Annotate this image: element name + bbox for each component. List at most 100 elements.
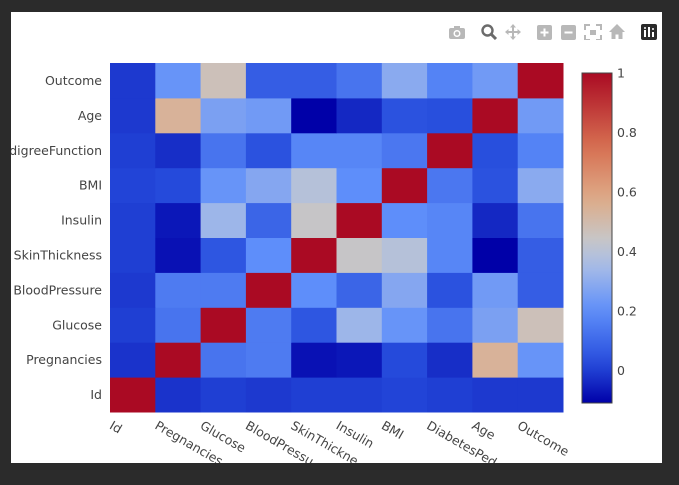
heatmap-cell-BloodPressure-BMI[interactable] (381, 272, 428, 308)
heatmap-cell-Outcome-BMI[interactable] (381, 63, 428, 99)
camera-icon[interactable] (449, 26, 465, 39)
heatmap-cell-Insulin-Insulin[interactable] (336, 202, 383, 238)
heatmap-cell-Insulin-DiabetesPedigreeFunction[interactable] (427, 202, 473, 238)
zoom-icon[interactable] (481, 24, 498, 40)
heatmap-cell-Id-BloodPressure[interactable] (245, 377, 292, 413)
heatmap-cell-Pregnancies-Id[interactable] (110, 342, 156, 378)
heatmap-cell-Insulin-SkinThickness[interactable] (291, 202, 337, 238)
heatmap-cell-Id-SkinThickness[interactable] (291, 377, 337, 413)
heatmap-cell-Pregnancies-Insulin[interactable] (336, 342, 383, 378)
heatmap-cell-Pregnancies-Pregnancies[interactable] (155, 342, 202, 378)
heatmap-cell-Age-BloodPressure[interactable] (245, 97, 292, 134)
heatmap-cell-SkinThickness-BloodPressure[interactable] (245, 237, 292, 273)
heatmap-cell-Age-Age[interactable] (472, 97, 519, 134)
heatmap-cell-Insulin-Outcome[interactable] (517, 202, 564, 238)
heatmap-cell-Age-Id[interactable] (110, 97, 156, 134)
heatmap-cell-Insulin-Glucose[interactable] (200, 202, 247, 238)
heatmap-cell-Outcome-Outcome[interactable] (517, 63, 564, 99)
heatmap-cell-Outcome-Age[interactable] (472, 63, 519, 99)
heatmap-cell-DiabetesPedigreeFunction-Glucose[interactable] (200, 132, 247, 169)
heatmap-cell-DiabetesPedigreeFunction-Pregnancies[interactable] (155, 132, 202, 169)
heatmap-cell-SkinThickness-Insulin[interactable] (336, 237, 383, 273)
heatmap-cell-Id-Pregnancies[interactable] (155, 377, 202, 413)
heatmap-cell-BMI-SkinThickness[interactable] (291, 167, 337, 204)
heatmap-cell-Glucose-Age[interactable] (472, 307, 519, 343)
heatmap-cell-SkinThickness-Age[interactable] (472, 237, 519, 273)
heatmap-cell-DiabetesPedigreeFunction-DiabetesPedigreeFunction[interactable] (427, 132, 473, 169)
heatmap-cell-Insulin-BloodPressure[interactable] (245, 202, 292, 238)
heatmap-cell-Outcome-Insulin[interactable] (336, 63, 383, 99)
heatmap-cell-Glucose-Pregnancies[interactable] (155, 307, 202, 343)
heatmap-cell-Pregnancies-DiabetesPedigreeFunction[interactable] (427, 342, 473, 378)
heatmap-cell-BloodPressure-Pregnancies[interactable] (155, 272, 202, 308)
heatmap-cell-Insulin-Id[interactable] (110, 202, 156, 238)
pan-icon[interactable] (505, 24, 521, 40)
heatmap-cell-Insulin-BMI[interactable] (381, 202, 428, 238)
heatmap-cell-Insulin-Pregnancies[interactable] (155, 202, 202, 238)
heatmap-cell-Glucose-BMI[interactable] (381, 307, 428, 343)
heatmap-cell-Glucose-Outcome[interactable] (517, 307, 564, 343)
zoom-out-icon[interactable] (561, 25, 576, 40)
heatmap-cell-BloodPressure-Id[interactable] (110, 272, 156, 308)
autoscale-icon[interactable] (584, 24, 602, 40)
heatmap-cell-DiabetesPedigreeFunction-BMI[interactable] (381, 132, 428, 169)
heatmap-cell-Glucose-BloodPressure[interactable] (245, 307, 292, 343)
heatmap-cell-SkinThickness-Glucose[interactable] (200, 237, 247, 273)
heatmap-cell-SkinThickness-SkinThickness[interactable] (291, 237, 337, 273)
heatmap-cell-SkinThickness-BMI[interactable] (381, 237, 428, 273)
heatmap-cell-Pregnancies-Outcome[interactable] (517, 342, 564, 378)
heatmap-cell-Outcome-DiabetesPedigreeFunction[interactable] (427, 63, 473, 99)
zoom-in-icon[interactable] (537, 25, 552, 40)
heatmap-cell-Id-Age[interactable] (472, 377, 519, 413)
heatmap-cell-Id-Outcome[interactable] (517, 377, 564, 413)
heatmap-cell-Age-DiabetesPedigreeFunction[interactable] (427, 97, 473, 134)
heatmap-cell-DiabetesPedigreeFunction-BloodPressure[interactable] (245, 132, 292, 169)
home-icon[interactable] (609, 24, 625, 39)
heatmap-cell-SkinThickness-Pregnancies[interactable] (155, 237, 202, 273)
heatmap-cell-Outcome-Pregnancies[interactable] (155, 63, 202, 99)
heatmap-cell-BMI-Insulin[interactable] (336, 167, 383, 204)
heatmap-cell-Age-BMI[interactable] (381, 97, 428, 134)
heatmap-cell-Id-Id[interactable] (110, 377, 156, 413)
heatmap-cell-Outcome-Glucose[interactable] (200, 63, 247, 99)
heatmap-cell-Pregnancies-SkinThickness[interactable] (291, 342, 337, 378)
heatmap-cell-DiabetesPedigreeFunction-Age[interactable] (472, 132, 519, 169)
heatmap-cell-SkinThickness-Id[interactable] (110, 237, 156, 273)
heatmap-cell-Pregnancies-Age[interactable] (472, 342, 519, 378)
heatmap-cell-BloodPressure-BloodPressure[interactable] (245, 272, 292, 308)
heatmap-cell-BMI-Age[interactable] (472, 167, 519, 204)
heatmap-cell-Age-Glucose[interactable] (200, 97, 247, 134)
heatmap-cell-Age-Insulin[interactable] (336, 97, 383, 134)
heatmap-cell-Age-Outcome[interactable] (517, 97, 564, 134)
heatmap-cell-BloodPressure-Outcome[interactable] (517, 272, 564, 308)
heatmap-cell-BloodPressure-DiabetesPedigreeFunction[interactable] (427, 272, 473, 308)
heatmap-cell-SkinThickness-Outcome[interactable] (517, 237, 564, 273)
heatmap-cell-BMI-Pregnancies[interactable] (155, 167, 202, 204)
heatmap-cell-Id-Insulin[interactable] (336, 377, 383, 413)
heatmap-cell-Age-Pregnancies[interactable] (155, 97, 202, 134)
heatmap-cell-BloodPressure-Glucose[interactable] (200, 272, 247, 308)
heatmap-cell-BMI-BMI[interactable] (381, 167, 428, 204)
heatmap-cell-DiabetesPedigreeFunction-Insulin[interactable] (336, 132, 383, 169)
heatmap-cell-Id-Glucose[interactable] (200, 377, 247, 413)
heatmap-cell-Id-BMI[interactable] (381, 377, 428, 413)
heatmap-cell-BMI-BloodPressure[interactable] (245, 167, 292, 204)
heatmap-cell-Pregnancies-BloodPressure[interactable] (245, 342, 292, 378)
heatmap-cell-DiabetesPedigreeFunction-Id[interactable] (110, 132, 156, 169)
heatmap-cell-Pregnancies-BMI[interactable] (381, 342, 428, 378)
heatmap-cell-Outcome-BloodPressure[interactable] (245, 63, 292, 99)
heatmap-cell-Glucose-DiabetesPedigreeFunction[interactable] (427, 307, 473, 343)
heatmap-cell-Insulin-Age[interactable] (472, 202, 519, 238)
heatmap-cell-SkinThickness-DiabetesPedigreeFunction[interactable] (427, 237, 473, 273)
heatmap-cell-BMI-Glucose[interactable] (200, 167, 247, 204)
heatmap-cell-Outcome-Id[interactable] (110, 63, 156, 99)
heatmap-cell-BMI-Outcome[interactable] (517, 167, 564, 204)
heatmap-cell-BMI-DiabetesPedigreeFunction[interactable] (427, 167, 473, 204)
heatmap-cell-Glucose-Glucose[interactable] (200, 307, 247, 343)
heatmap-cell-Glucose-SkinThickness[interactable] (291, 307, 337, 343)
heatmap-cell-Id-DiabetesPedigreeFunction[interactable] (427, 377, 473, 413)
heatmap-cell-BloodPressure-Age[interactable] (472, 272, 519, 308)
plotly-logo-icon[interactable] (641, 24, 657, 40)
heatmap-cell-Glucose-Insulin[interactable] (336, 307, 383, 343)
heatmap-cell-BloodPressure-Insulin[interactable] (336, 272, 383, 308)
